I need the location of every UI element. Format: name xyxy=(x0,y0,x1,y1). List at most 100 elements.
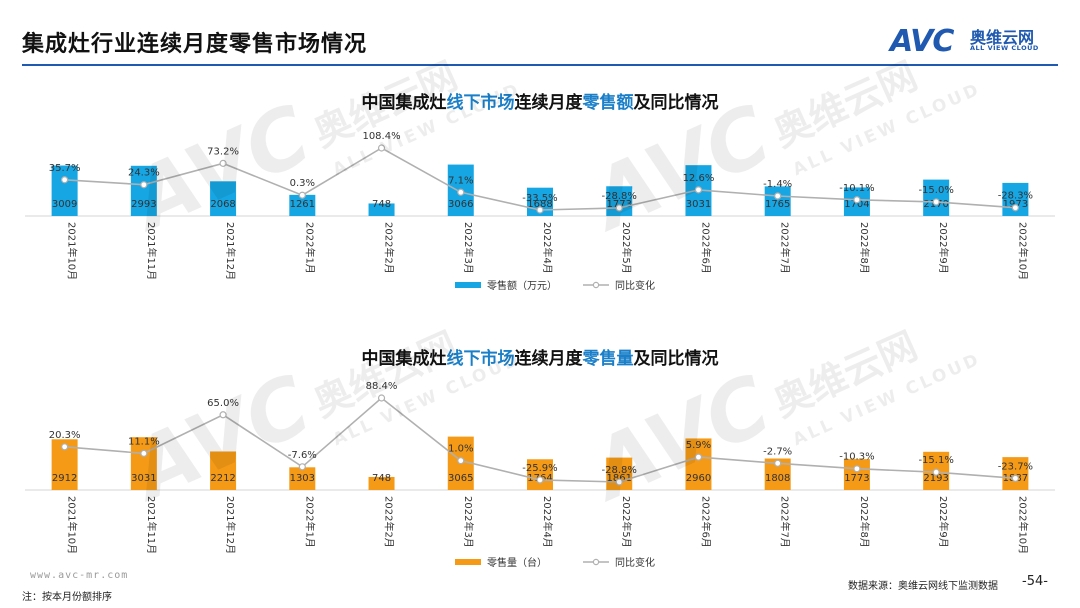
yoy-point xyxy=(1011,474,1019,482)
logo-en-text: ALL VIEW CLOUD xyxy=(970,44,1039,52)
x-tick-label: 2022年5月 xyxy=(620,496,633,548)
yoy-value-label: -10.3% xyxy=(839,452,874,463)
legend-line-label: 同比变化 xyxy=(615,279,655,292)
yoy-point xyxy=(615,204,623,212)
retail-volume-chart-svg: 中国集成灶线下市场连续月度零售量及同比情况 2912 3031 2212 1303 748… xyxy=(25,348,1055,569)
bar-value-label: 3031 xyxy=(686,199,711,210)
bar-value-label: 3065 xyxy=(448,473,473,484)
yoy-point xyxy=(377,394,386,402)
yoy-value-label: -28.8% xyxy=(602,465,637,476)
yoy-point xyxy=(694,186,703,194)
yoy-value-label: -2.7% xyxy=(763,446,792,457)
bar xyxy=(368,476,395,490)
bar-value-label: 1704 xyxy=(844,199,869,210)
x-tick-label: 2021年11月 xyxy=(145,222,158,280)
bar xyxy=(289,467,316,490)
x-tick-label: 2022年2月 xyxy=(383,496,396,548)
yoy-value-label: 0.3% xyxy=(290,178,315,189)
yoy-point xyxy=(694,453,703,461)
bar-value-label: 748 xyxy=(372,199,391,210)
bar xyxy=(764,186,791,216)
x-tick-label: 2022年10月 xyxy=(1016,222,1029,280)
logo-cn-text: 奥维云网 xyxy=(970,28,1035,47)
yoy-value-label: 24.3% xyxy=(128,168,160,179)
yoy-point xyxy=(853,465,861,473)
bar xyxy=(368,203,395,216)
yoy-value-label: -15.1% xyxy=(918,455,953,466)
yoy-point xyxy=(1011,204,1019,212)
yoy-value-label: -33.5% xyxy=(522,193,557,204)
yoy-point xyxy=(377,144,386,152)
x-tick-label: 2022年6月 xyxy=(699,496,712,548)
bar xyxy=(289,194,316,216)
bar-value-label: 2068 xyxy=(210,199,235,210)
bar-value-label: 2912 xyxy=(52,473,77,484)
bar-value-label: 1808 xyxy=(765,473,790,484)
bar xyxy=(130,437,157,490)
yoy-point xyxy=(457,457,465,465)
yoy-point xyxy=(536,206,544,214)
yoy-value-label: 88.4% xyxy=(366,381,398,392)
bar-value-label: 3009 xyxy=(52,199,77,210)
yoy-value-label: 73.2% xyxy=(207,146,239,157)
x-tick-label: 2021年10月 xyxy=(66,496,79,554)
x-tick-label: 2022年4月 xyxy=(541,496,554,548)
yoy-point xyxy=(615,478,623,486)
chart-title: 中国集成灶线下市场连续月度零售量及同比情况 xyxy=(362,348,719,369)
yoy-point xyxy=(932,198,940,206)
bar-value-label: 748 xyxy=(372,473,391,484)
chart-title-part: 及同比情况 xyxy=(634,348,719,369)
bar-value-label: 2960 xyxy=(686,473,711,484)
x-tick-label: 2022年4月 xyxy=(541,222,554,274)
chart-title-part: 零售额 xyxy=(582,92,634,113)
yoy-value-label: 1.0% xyxy=(448,444,473,455)
yoy-value-label: -23.7% xyxy=(998,461,1033,472)
yoy-value-label: -28.8% xyxy=(602,191,637,202)
yoy-value-label: -15.0% xyxy=(918,185,953,196)
x-tick-label: 2022年8月 xyxy=(858,496,871,548)
page-title: 集成灶行业连续月度零售市场情况 xyxy=(22,32,368,57)
yoy-value-label: -7.6% xyxy=(288,450,317,461)
bar-value-label: 3031 xyxy=(131,473,156,484)
retail-amount-chart-svg: 中国集成灶线下市场连续月度零售额及同比情况 3009 2993 2068 1261 748… xyxy=(25,92,1055,292)
retail-volume-chart: 中国集成灶线下市场连续月度零售量及同比情况 2912 3031 2212 1303 748… xyxy=(0,340,1080,578)
chart-title-part: 连续月度 xyxy=(515,348,584,369)
bar xyxy=(210,451,237,490)
legend-bar-swatch xyxy=(455,559,481,565)
x-tick-label: 2022年2月 xyxy=(383,222,396,274)
bar xyxy=(843,459,870,490)
yoy-point xyxy=(61,176,69,184)
legend-line-label: 同比变化 xyxy=(615,556,655,569)
bar-value-label: 1765 xyxy=(765,199,790,210)
bar xyxy=(210,181,237,216)
avc-logo: AVC 奥维云网 ALL VIEW CLOUD xyxy=(890,24,1060,59)
yoy-point xyxy=(932,468,940,476)
bar-value-label: 1773 xyxy=(844,473,869,484)
x-tick-label: 2022年6月 xyxy=(699,222,712,274)
yoy-point xyxy=(298,463,306,471)
page-number: -54- xyxy=(1022,574,1048,589)
chart-title-part: 中国集成灶 xyxy=(362,92,447,113)
yoy-value-label: 12.6% xyxy=(683,173,715,184)
yoy-point xyxy=(298,191,306,199)
yoy-value-label: 11.1% xyxy=(128,436,160,447)
bar-value-label: 3066 xyxy=(448,199,473,210)
x-tick-label: 2021年12月 xyxy=(224,222,237,280)
yoy-point xyxy=(774,192,782,200)
bar xyxy=(923,179,950,216)
yoy-point xyxy=(853,196,861,204)
retail-amount-chart: 中国集成灶线下市场连续月度零售额及同比情况 3009 2993 2068 1261 748… xyxy=(0,82,1080,304)
yoy-point xyxy=(536,476,544,484)
logo-mark: AVC xyxy=(890,24,954,59)
bar xyxy=(685,438,712,490)
yoy-value-label: 5.9% xyxy=(686,440,711,451)
x-tick-label: 2022年3月 xyxy=(462,496,475,548)
legend-bar-label: 零售额（万元） xyxy=(487,279,557,292)
x-tick-label: 2022年8月 xyxy=(858,222,871,274)
chart-title: 中国集成灶线下市场连续月度零售额及同比情况 xyxy=(362,92,719,113)
x-tick-label: 2022年9月 xyxy=(937,496,950,548)
x-tick-label: 2022年9月 xyxy=(937,222,950,274)
x-tick-label: 2022年10月 xyxy=(1016,496,1029,554)
chart-title-part: 连续月度 xyxy=(515,92,584,113)
x-tick-label: 2022年1月 xyxy=(303,222,316,274)
